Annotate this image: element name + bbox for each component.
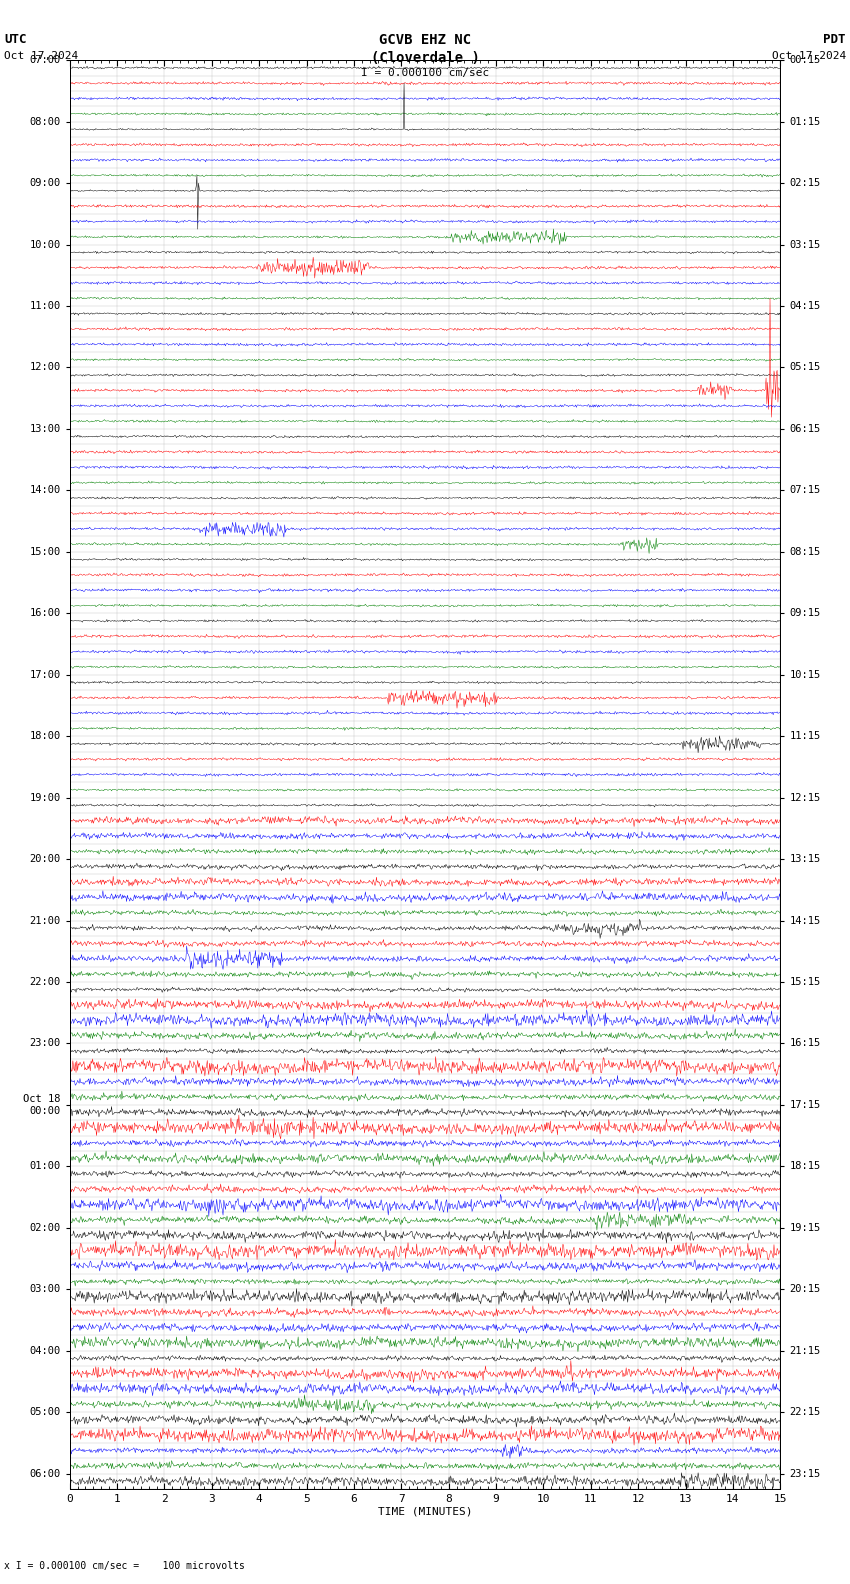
Text: (Cloverdale ): (Cloverdale ) <box>371 51 479 65</box>
Text: Oct 17,2024: Oct 17,2024 <box>772 51 846 60</box>
Text: GCVB EHZ NC: GCVB EHZ NC <box>379 33 471 48</box>
Text: x I = 0.000100 cm/sec =    100 microvolts: x I = 0.000100 cm/sec = 100 microvolts <box>4 1562 245 1571</box>
Text: I = 0.000100 cm/sec: I = 0.000100 cm/sec <box>361 68 489 78</box>
Text: Oct 17,2024: Oct 17,2024 <box>4 51 78 60</box>
X-axis label: TIME (MINUTES): TIME (MINUTES) <box>377 1506 473 1516</box>
Text: UTC: UTC <box>4 33 26 46</box>
Text: PDT: PDT <box>824 33 846 46</box>
